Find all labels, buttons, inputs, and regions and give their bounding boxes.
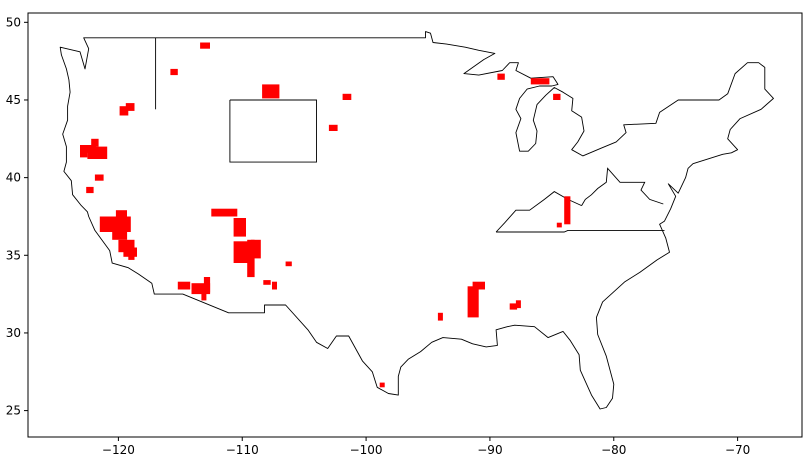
highlight-cell xyxy=(119,106,129,116)
us-outline xyxy=(59,31,774,410)
highlight-cell xyxy=(285,261,292,267)
x-tick-label: −110 xyxy=(226,443,259,457)
y-tick-label: 30 xyxy=(6,326,21,340)
highlight-cell xyxy=(125,103,135,111)
highlight-cell xyxy=(553,93,561,100)
highlight-cell xyxy=(272,281,277,290)
highlight-cell xyxy=(170,68,178,76)
y-tick-label: 25 xyxy=(6,404,21,418)
highlight-cell xyxy=(91,138,99,147)
highlight-cell xyxy=(99,216,131,232)
x-axis: −120 −110 −100 −90 −80 −70 xyxy=(102,437,750,457)
highlight-cell xyxy=(342,93,352,100)
x-tick-label: −120 xyxy=(102,443,135,457)
highlight-cell xyxy=(497,73,505,80)
boundary-line xyxy=(581,167,664,206)
us-outline-layer xyxy=(59,31,774,410)
highlight-cell xyxy=(467,286,479,318)
highlight-cell xyxy=(177,281,191,290)
y-axis: 25 30 35 40 45 50 xyxy=(6,15,28,418)
highlight-cell xyxy=(87,146,108,159)
x-tick-label: −90 xyxy=(477,443,502,457)
highlight-cell xyxy=(530,78,550,85)
highlight-cell xyxy=(94,174,104,181)
y-tick-label: 40 xyxy=(6,171,21,185)
highlight-cell xyxy=(200,42,210,49)
highlight-cell xyxy=(509,303,518,310)
highlight-cell xyxy=(211,208,238,217)
plot-frame xyxy=(27,12,803,438)
y-tick-label: 45 xyxy=(6,93,21,107)
x-tick-label: −70 xyxy=(725,443,750,457)
highlight-cell xyxy=(250,239,261,259)
highlight-cell xyxy=(262,84,280,99)
highlight-cell xyxy=(556,222,562,228)
highlight-cells-layer xyxy=(80,42,571,388)
highlight-cell xyxy=(86,186,94,194)
highlight-cell xyxy=(115,210,127,218)
highlight-cell xyxy=(233,218,246,237)
boundary-line xyxy=(496,229,665,233)
highlight-cell xyxy=(379,382,385,388)
highlight-cell xyxy=(437,312,443,321)
x-tick-label: −100 xyxy=(350,443,383,457)
highlight-cell xyxy=(263,280,271,285)
x-tick-label: −80 xyxy=(601,443,626,457)
y-tick-label: 35 xyxy=(6,248,21,262)
highlight-cell xyxy=(128,253,135,260)
highlight-cell xyxy=(472,281,485,290)
highlight-cell xyxy=(191,283,211,295)
y-tick-label: 50 xyxy=(6,15,21,29)
highlight-cell xyxy=(123,247,137,257)
highlight-cell xyxy=(328,124,338,131)
highlight-cell xyxy=(203,277,211,293)
highlight-cell xyxy=(564,196,571,225)
highlight-cell xyxy=(80,151,88,158)
highlight-cell xyxy=(201,292,207,301)
highlight-cell xyxy=(247,239,255,278)
highlight-cell xyxy=(515,300,521,309)
boundary-line xyxy=(229,99,317,163)
highlight-cell xyxy=(233,241,250,263)
